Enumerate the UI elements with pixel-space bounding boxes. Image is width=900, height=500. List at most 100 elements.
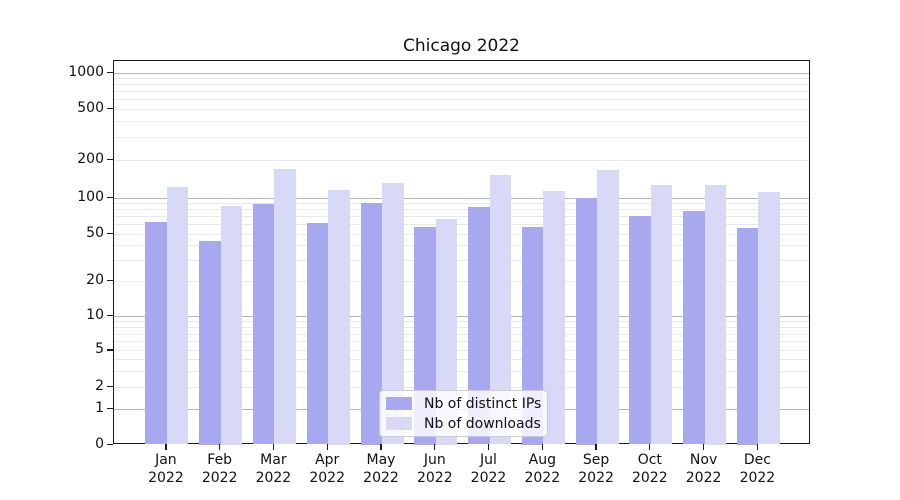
gridline-minor bbox=[114, 370, 809, 372]
y-tick-mark bbox=[107, 159, 113, 161]
x-tick-label: Nov 2022 bbox=[685, 452, 722, 486]
y-tick-label: 10 bbox=[86, 307, 104, 323]
x-tick-mark bbox=[541, 444, 543, 450]
gridline-minor bbox=[114, 203, 809, 204]
y-tick-mark bbox=[107, 408, 113, 410]
gridline-minor bbox=[114, 91, 809, 93]
y-tick-mark bbox=[107, 443, 113, 445]
gridline-minor bbox=[114, 224, 809, 226]
y-tick-label: 1000 bbox=[68, 63, 104, 80]
gridline-minor bbox=[114, 216, 809, 218]
x-tick-mark bbox=[649, 444, 651, 450]
gridline-minor bbox=[114, 359, 809, 361]
y-tick-mark bbox=[107, 71, 113, 73]
x-tick-label: Jul 2022 bbox=[470, 452, 507, 486]
bar bbox=[704, 185, 727, 445]
gridline-minor bbox=[114, 341, 809, 343]
gridline-minor bbox=[114, 321, 809, 323]
x-tick-label: Aug 2022 bbox=[524, 452, 561, 486]
y-tick-label: 200 bbox=[77, 151, 104, 167]
y-tick-label: 5 bbox=[95, 341, 104, 358]
bar bbox=[274, 169, 296, 445]
y-tick-mark bbox=[107, 349, 113, 351]
legend: Nb of distinct IPs Nb of downloads bbox=[379, 390, 548, 437]
bar bbox=[650, 185, 673, 445]
bar bbox=[220, 206, 243, 445]
gridline-minor bbox=[114, 387, 809, 388]
x-tick-label: Sep 2022 bbox=[578, 452, 614, 486]
gridline-major bbox=[114, 197, 809, 199]
bar bbox=[306, 222, 329, 445]
x-tick-mark bbox=[595, 444, 597, 450]
x-tick-label: Apr 2022 bbox=[309, 452, 345, 486]
x-tick-label: Feb 2022 bbox=[201, 452, 238, 486]
gridline-minor bbox=[114, 245, 809, 247]
x-tick-mark bbox=[756, 444, 759, 450]
bar bbox=[575, 197, 598, 445]
gridline-major bbox=[114, 316, 809, 317]
bar bbox=[468, 206, 490, 445]
gridline-minor bbox=[114, 327, 809, 328]
y-tick-label: 2 bbox=[95, 378, 104, 394]
x-tick-label: May 2022 bbox=[363, 452, 399, 486]
bar bbox=[758, 192, 780, 445]
x-tick-mark bbox=[702, 444, 705, 450]
gridline-minor bbox=[114, 160, 809, 161]
legend-item-downloads: Nb of downloads bbox=[386, 415, 541, 432]
bar bbox=[382, 183, 404, 445]
x-tick-label: Jan 2022 bbox=[148, 452, 184, 486]
x-tick-mark bbox=[165, 444, 167, 450]
bar bbox=[629, 216, 651, 445]
x-tick-mark bbox=[434, 444, 436, 450]
bar bbox=[166, 187, 189, 445]
plot-area bbox=[113, 60, 810, 445]
y-tick-label: 1 bbox=[95, 400, 104, 416]
gridline-minor bbox=[114, 209, 809, 211]
bar bbox=[435, 218, 458, 445]
y-tick-mark bbox=[107, 315, 113, 317]
y-tick-label: 100 bbox=[77, 188, 104, 205]
legend-swatch-distinct-ips bbox=[386, 397, 412, 410]
y-tick-label: 0 bbox=[95, 435, 104, 452]
bar bbox=[328, 189, 350, 445]
y-tick-mark bbox=[107, 108, 113, 110]
gridline-minor bbox=[114, 78, 809, 80]
gridline-minor bbox=[114, 121, 809, 123]
y-tick-label: 50 bbox=[86, 224, 104, 241]
y-tick-label: 500 bbox=[77, 100, 104, 116]
legend-item-distinct-ips: Nb of distinct IPs bbox=[386, 395, 541, 412]
x-tick-mark bbox=[272, 444, 275, 450]
gridline-minor bbox=[114, 109, 809, 110]
bar bbox=[683, 211, 705, 445]
x-tick-mark bbox=[326, 444, 328, 450]
gridline-minor bbox=[114, 350, 809, 352]
legend-label-downloads: Nb of downloads bbox=[424, 415, 541, 432]
x-tick-label: Oct 2022 bbox=[631, 452, 668, 486]
bar bbox=[145, 221, 167, 445]
x-tick-mark bbox=[219, 444, 221, 450]
bar bbox=[199, 240, 221, 445]
bar bbox=[360, 203, 382, 445]
x-tick-mark bbox=[380, 444, 382, 450]
x-tick-label: Mar 2022 bbox=[255, 452, 292, 486]
chart-title: Chicago 2022 bbox=[403, 36, 520, 56]
bar bbox=[252, 204, 275, 445]
gridline-minor bbox=[114, 137, 809, 139]
gridline-major bbox=[114, 72, 809, 74]
gridline-minor bbox=[114, 233, 809, 235]
y-tick-mark bbox=[107, 232, 113, 235]
bar bbox=[597, 170, 619, 445]
y-tick-label: 20 bbox=[86, 272, 104, 288]
bar bbox=[543, 190, 565, 445]
y-tick-mark bbox=[107, 386, 113, 388]
gridline-minor bbox=[114, 84, 809, 86]
x-tick-mark bbox=[487, 444, 490, 450]
gridline-minor bbox=[114, 281, 809, 282]
gridline-minor bbox=[114, 333, 809, 335]
x-tick-label: Jun 2022 bbox=[416, 452, 453, 486]
x-tick-label: Dec 2022 bbox=[739, 452, 776, 486]
bar bbox=[736, 228, 759, 445]
gridline-minor bbox=[114, 260, 809, 262]
legend-swatch-downloads bbox=[386, 417, 412, 430]
bar bbox=[489, 175, 511, 445]
